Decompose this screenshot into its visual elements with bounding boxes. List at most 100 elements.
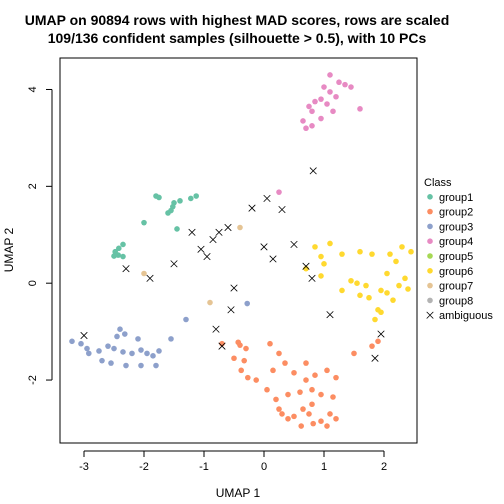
point-group2	[241, 357, 247, 364]
point-group2	[324, 367, 330, 374]
point-group3	[153, 362, 159, 369]
point-group2	[310, 420, 317, 427]
point-ambiguous	[309, 167, 317, 175]
point-group2	[369, 343, 375, 349]
y-axis: -2 0 2 4	[27, 86, 53, 385]
point-group6	[363, 282, 369, 289]
point-group6	[393, 258, 399, 265]
point-group2	[333, 415, 339, 422]
point-group6	[321, 261, 327, 267]
point-group2	[330, 394, 336, 400]
legend: Class group1 group2 group3 group4 group5 group…	[424, 177, 493, 322]
point-group2	[267, 340, 273, 347]
point-group3	[120, 349, 126, 355]
point-group2	[253, 377, 259, 383]
legend-item-group3: group3	[427, 221, 473, 233]
point-group1	[193, 193, 199, 199]
point-group4	[342, 81, 348, 88]
point-group2	[237, 342, 243, 348]
point-group4	[348, 84, 354, 90]
point-ambiguous	[263, 194, 271, 203]
point-group2	[303, 377, 309, 383]
point-ambiguous	[188, 228, 196, 236]
chart-title-line-1: UMAP on 90894 rows with highest MAD scor…	[25, 12, 450, 28]
point-group6	[396, 282, 402, 289]
x-tick-label: -3	[79, 461, 89, 473]
plot-area-frame	[59, 57, 418, 444]
point-group4	[327, 89, 333, 95]
point-ambiguous	[377, 330, 385, 338]
point-ambiguous	[290, 240, 298, 249]
point-group3	[117, 326, 123, 332]
point-group3	[150, 353, 156, 359]
point-ambiguous	[209, 236, 217, 244]
x-axis-label: UMAP 1	[216, 486, 261, 500]
point-group3	[111, 345, 117, 352]
point-group3	[144, 350, 150, 357]
point-group2	[285, 415, 291, 422]
legend-title: Class	[424, 177, 452, 189]
legend-label: group6	[439, 266, 473, 278]
point-group1	[177, 198, 183, 204]
legend-marker	[427, 208, 433, 215]
legend-label: group7	[439, 281, 473, 293]
point-ambiguous	[212, 325, 220, 333]
point-ambiguous	[170, 260, 178, 268]
point-group3	[183, 316, 189, 323]
point-group4	[336, 79, 342, 86]
point-group3	[108, 360, 114, 366]
point-group2	[238, 367, 244, 374]
point-group2	[231, 355, 237, 362]
point-group4	[318, 115, 324, 122]
legend-item-group5: group5	[427, 251, 473, 263]
point-ambiguous	[302, 262, 310, 270]
point-group4	[327, 72, 333, 78]
legend-item-group4: group4	[427, 236, 473, 248]
point-group3	[69, 338, 75, 345]
point-group4	[318, 96, 324, 102]
point-group2	[306, 411, 312, 417]
legend-item-ambiguous: ambiguous	[426, 310, 493, 322]
point-group1	[120, 253, 126, 260]
point-ambiguous	[227, 306, 235, 314]
point-group6	[312, 244, 318, 250]
point-group6	[339, 287, 345, 294]
legend-label: group2	[439, 207, 473, 219]
point-group6	[405, 286, 411, 292]
legend-label: group3	[439, 221, 473, 233]
point-group7	[237, 224, 243, 231]
point-group1	[115, 252, 121, 258]
point-ambiguous	[203, 252, 211, 261]
point-group6	[408, 248, 414, 255]
legend-label: group5	[439, 251, 473, 263]
point-ambiguous	[230, 284, 238, 292]
point-group2	[312, 372, 318, 379]
point-ambiguous	[269, 255, 277, 263]
point-group4	[321, 84, 327, 90]
point-ambiguous	[80, 331, 88, 340]
point-ambiguous	[122, 265, 130, 273]
y-axis-label: UMAP 2	[2, 227, 16, 272]
point-group4	[333, 93, 339, 100]
point-group2	[279, 411, 285, 417]
chart-title-line-2: 109/136 confident samples (silhouette > …	[48, 30, 427, 46]
point-group6	[357, 292, 363, 299]
point-group4	[330, 108, 336, 115]
legend-marker	[427, 297, 433, 304]
point-group6	[369, 251, 375, 257]
point-group2	[243, 345, 249, 352]
point-group1	[120, 241, 126, 248]
legend-item-group6: group6	[427, 266, 473, 278]
x-tick-label: 0	[261, 461, 267, 473]
x-tick-label: -2	[139, 461, 149, 473]
point-group3	[84, 345, 90, 352]
point-group6	[366, 294, 372, 301]
point-group7	[141, 270, 147, 277]
point-group2	[375, 338, 381, 345]
point-group1	[174, 226, 180, 232]
data-points	[69, 72, 414, 429]
point-group6	[354, 280, 360, 286]
point-group6	[378, 309, 384, 316]
legend-label: ambiguous	[439, 310, 493, 322]
